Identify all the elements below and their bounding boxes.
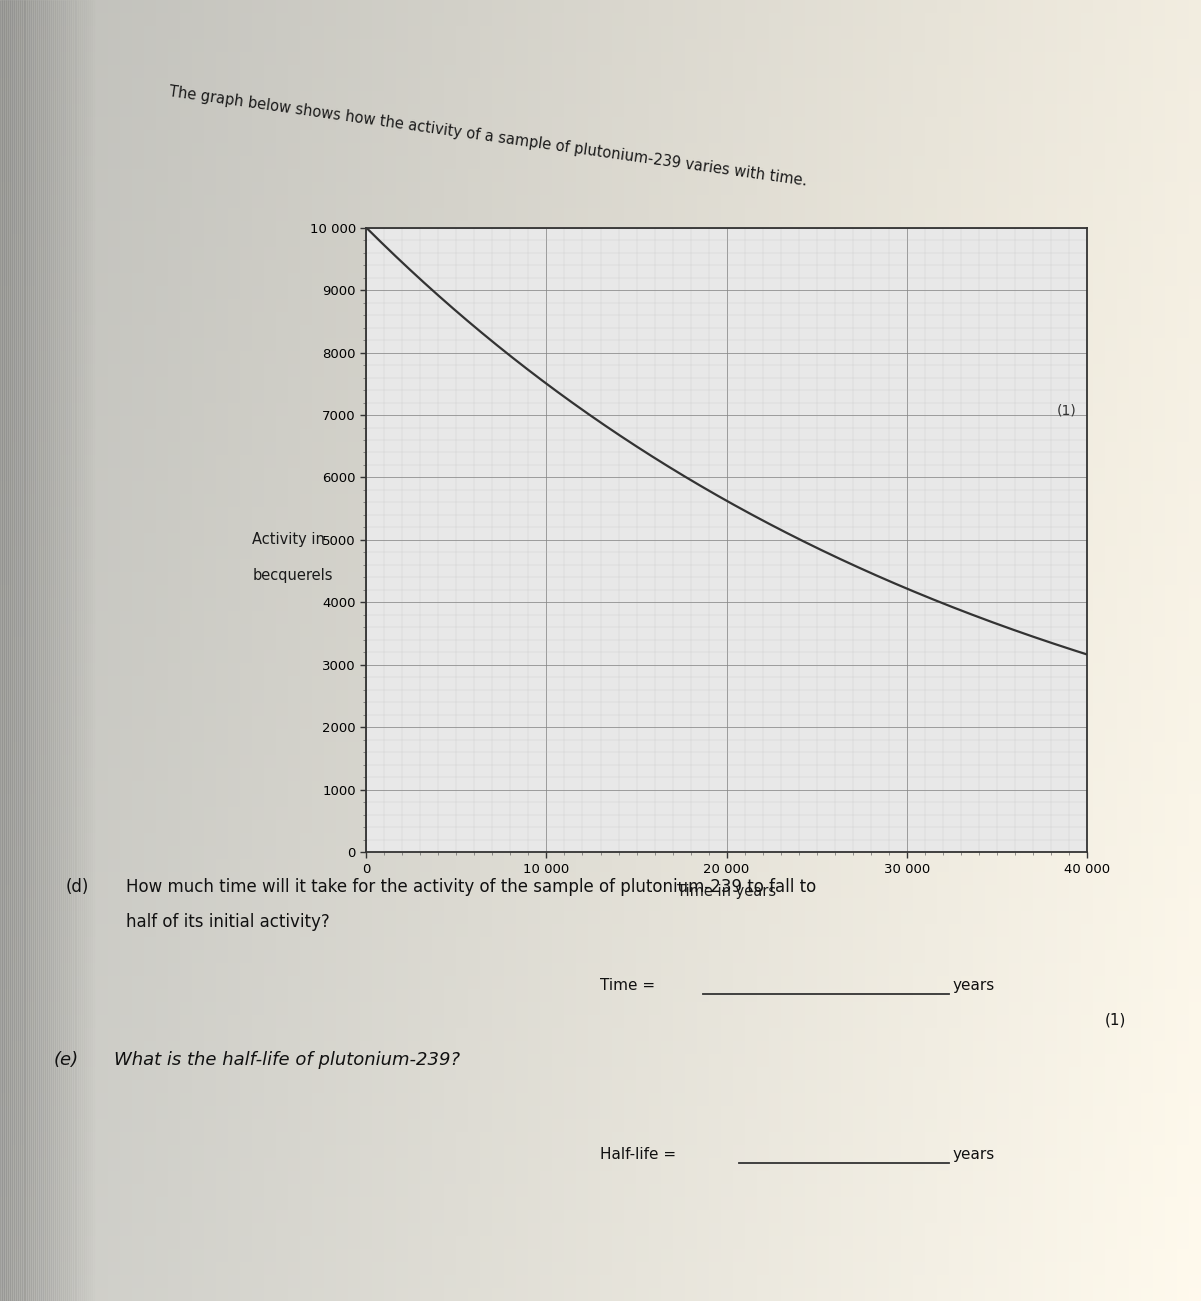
Text: becquerels: becquerels	[252, 567, 333, 583]
X-axis label: Time in years: Time in years	[677, 883, 776, 899]
Bar	[72, 0, 74, 1301]
Bar	[0, 0, 2, 1301]
Bar	[65, 0, 67, 1301]
Bar	[34, 0, 35, 1301]
Bar	[61, 0, 62, 1301]
Bar	[90, 0, 92, 1301]
Bar	[40, 0, 41, 1301]
Bar	[29, 0, 31, 1301]
Bar	[49, 0, 50, 1301]
Bar	[10, 0, 12, 1301]
Bar	[12, 0, 13, 1301]
Bar	[22, 0, 24, 1301]
Bar	[78, 0, 80, 1301]
Bar	[24, 0, 25, 1301]
Bar	[84, 0, 86, 1301]
Text: years: years	[952, 1147, 994, 1163]
Bar	[67, 0, 68, 1301]
Text: (1): (1)	[1105, 1012, 1127, 1028]
Bar	[28, 0, 29, 1301]
Bar	[74, 0, 77, 1301]
Text: (1): (1)	[1057, 403, 1076, 418]
Bar	[31, 0, 34, 1301]
Bar	[62, 0, 65, 1301]
Bar	[16, 0, 18, 1301]
Text: Half-life =: Half-life =	[600, 1147, 676, 1163]
Bar	[92, 0, 94, 1301]
Bar	[8, 0, 10, 1301]
Bar	[53, 0, 55, 1301]
Text: (d): (d)	[66, 878, 89, 896]
Bar	[77, 0, 78, 1301]
Bar	[46, 0, 47, 1301]
Bar	[25, 0, 28, 1301]
Text: How much time will it take for the activity of the sample of plutonium-239 to fa: How much time will it take for the activ…	[126, 878, 817, 896]
Text: Activity in: Activity in	[252, 532, 325, 548]
Bar	[59, 0, 61, 1301]
Text: What is the half-life of plutonium-239?: What is the half-life of plutonium-239?	[114, 1051, 460, 1069]
Text: half of its initial activity?: half of its initial activity?	[126, 913, 330, 932]
Text: Time =: Time =	[600, 978, 656, 994]
Bar	[4, 0, 6, 1301]
Bar	[80, 0, 83, 1301]
Bar	[71, 0, 72, 1301]
Bar	[2, 0, 4, 1301]
Bar	[6, 0, 8, 1301]
Bar	[13, 0, 16, 1301]
Bar	[55, 0, 56, 1301]
Bar	[88, 0, 90, 1301]
Bar	[86, 0, 88, 1301]
Bar	[94, 0, 96, 1301]
Text: The graph below shows how the activity of a sample of plutonium-239 varies with : The graph below shows how the activity o…	[168, 85, 808, 189]
Bar	[50, 0, 53, 1301]
Text: years: years	[952, 978, 994, 994]
Bar	[19, 0, 22, 1301]
Bar	[47, 0, 49, 1301]
Text: (e): (e)	[54, 1051, 79, 1069]
Bar	[18, 0, 19, 1301]
Bar	[56, 0, 59, 1301]
Bar	[68, 0, 71, 1301]
Bar	[35, 0, 37, 1301]
Bar	[43, 0, 46, 1301]
Bar	[37, 0, 40, 1301]
Bar	[83, 0, 84, 1301]
Bar	[41, 0, 43, 1301]
